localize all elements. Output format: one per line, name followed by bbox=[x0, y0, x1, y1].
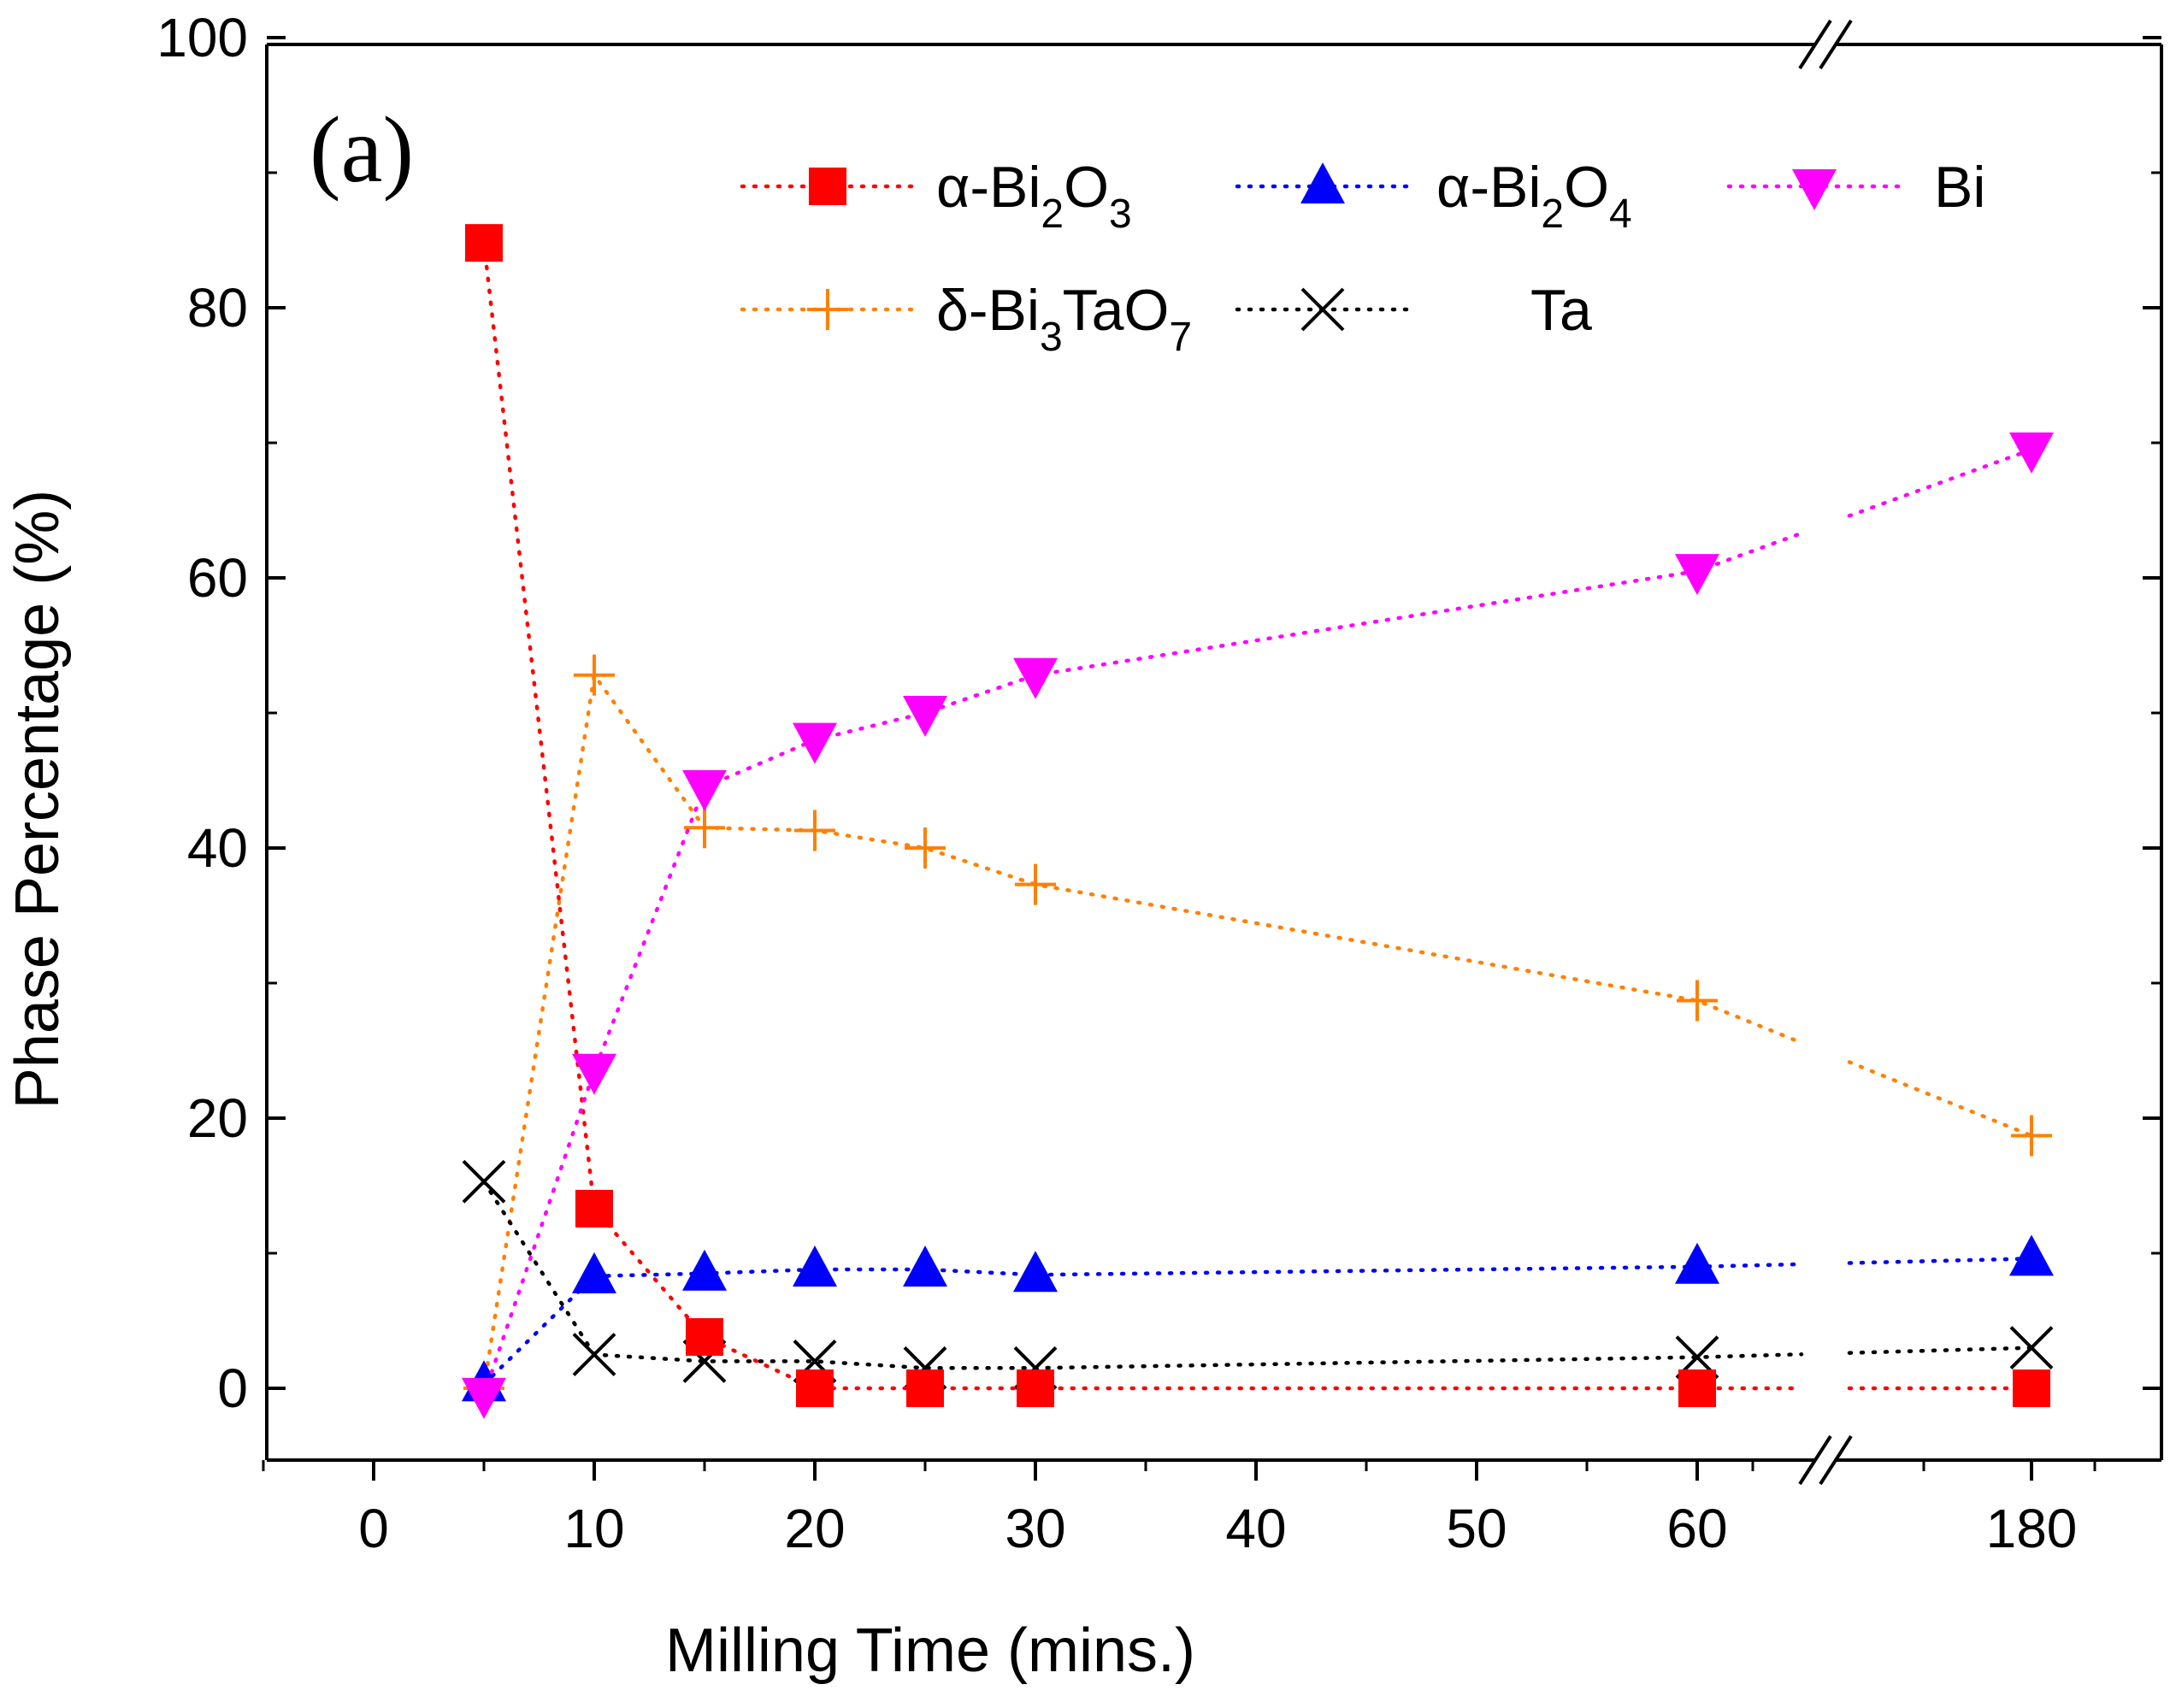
y-tick-label: 40 bbox=[187, 817, 248, 879]
data-point bbox=[793, 1245, 837, 1287]
data-point bbox=[2009, 1234, 2054, 1276]
legend-entry: δ-Bi3​TaO7​ bbox=[740, 278, 1192, 360]
x-tick-label: 60 bbox=[1666, 1498, 1727, 1559]
x-tick-label: 40 bbox=[1225, 1498, 1286, 1559]
x-tick-label: 10 bbox=[563, 1498, 624, 1559]
y-tick-label: 100 bbox=[156, 7, 248, 68]
legend-entry: Bi bbox=[1726, 155, 1985, 220]
y-axis-title: Phase Percentage (%) bbox=[3, 490, 72, 1109]
legend-marker bbox=[1300, 287, 1345, 332]
series-layer bbox=[462, 224, 2054, 1419]
data-point bbox=[793, 722, 837, 764]
series-line bbox=[481, 1262, 1804, 1387]
x-tick-label: 180 bbox=[1986, 1498, 2078, 1559]
series-line bbox=[1847, 447, 2034, 518]
data-point bbox=[1015, 863, 1056, 905]
x-tick-label: 50 bbox=[1446, 1498, 1507, 1559]
series-line bbox=[481, 531, 1804, 1398]
y-tick-label: 80 bbox=[187, 277, 248, 339]
legend-entry: α-Bi2​O4​ bbox=[1235, 155, 1632, 237]
series-line bbox=[481, 240, 1804, 1391]
y-tick-label: 0 bbox=[217, 1358, 248, 1419]
legend-label: α-Bi2​O3​ bbox=[936, 155, 1132, 237]
legend: α-Bi2​O3​ α-Bi2​O4​ Bi δ-Bi3​TaO7​ Ta bbox=[740, 155, 1985, 360]
data-point bbox=[465, 224, 503, 262]
data-point bbox=[1678, 1369, 1716, 1407]
data-point bbox=[1675, 554, 1719, 596]
data-point bbox=[2009, 1326, 2054, 1370]
legend-entry: α-Bi2​O3​ bbox=[740, 155, 1132, 237]
legend-label: Ta bbox=[1530, 278, 1592, 343]
y-tick-label: 20 bbox=[187, 1087, 248, 1149]
data-point bbox=[903, 1245, 947, 1287]
axis-break-mark bbox=[1798, 1434, 1832, 1486]
x-tick-label: 30 bbox=[1005, 1498, 1065, 1559]
data-point bbox=[1013, 657, 1058, 699]
data-point bbox=[1677, 980, 1718, 1022]
series-line bbox=[481, 1180, 1804, 1370]
x-axis: 0 10 20 30 40 50 60 180 bbox=[262, 1460, 2096, 1559]
legend-label: Bi bbox=[1934, 155, 1985, 220]
data-point bbox=[572, 1333, 616, 1376]
legend-marker bbox=[809, 168, 846, 205]
axis-break-mark bbox=[1819, 19, 1853, 70]
y-axis: 0 20 40 60 80 100 bbox=[156, 7, 2161, 1419]
plot-frame bbox=[265, 19, 2163, 1486]
data-point bbox=[2009, 432, 2054, 474]
series-triangle-down bbox=[462, 432, 2054, 1419]
data-point bbox=[574, 654, 615, 696]
data-point bbox=[796, 1369, 834, 1407]
data-point bbox=[2013, 1369, 2050, 1407]
data-point bbox=[906, 1369, 944, 1407]
data-point bbox=[686, 1317, 723, 1356]
data-point bbox=[1017, 1369, 1054, 1407]
data-point bbox=[794, 810, 835, 851]
x-tick-label: 0 bbox=[358, 1498, 389, 1559]
data-point bbox=[575, 1189, 613, 1228]
series-square bbox=[465, 224, 2050, 1407]
legend-marker bbox=[1792, 169, 1837, 210]
axis-break-mark bbox=[1819, 1434, 1853, 1486]
data-point bbox=[905, 827, 946, 869]
legend-label: δ-Bi3​TaO7​ bbox=[936, 278, 1192, 360]
data-point bbox=[682, 1249, 727, 1291]
data-point bbox=[572, 1252, 616, 1293]
data-point bbox=[1013, 1251, 1058, 1293]
data-point bbox=[462, 1159, 506, 1204]
series-line bbox=[1847, 1060, 2034, 1138]
legend-entry: Ta bbox=[1235, 278, 1592, 343]
data-point bbox=[462, 1377, 506, 1419]
series-line bbox=[481, 669, 1804, 1391]
x-tick-label: 20 bbox=[784, 1498, 845, 1559]
data-point bbox=[903, 696, 947, 737]
panel-label: (a) bbox=[310, 97, 414, 202]
data-point bbox=[572, 1053, 616, 1095]
legend-marker bbox=[1300, 162, 1345, 203]
legend-label: α-Bi2​O4​ bbox=[1436, 155, 1632, 237]
legend-marker bbox=[807, 289, 848, 330]
data-point bbox=[682, 769, 727, 811]
data-point bbox=[1675, 1242, 1719, 1284]
axis-break-mark bbox=[1798, 19, 1832, 70]
x-axis-title: Milling Time (mins.) bbox=[665, 1617, 1195, 1685]
data-point bbox=[2011, 1115, 2052, 1157]
y-tick-label: 60 bbox=[187, 547, 248, 609]
data-point bbox=[684, 807, 725, 849]
